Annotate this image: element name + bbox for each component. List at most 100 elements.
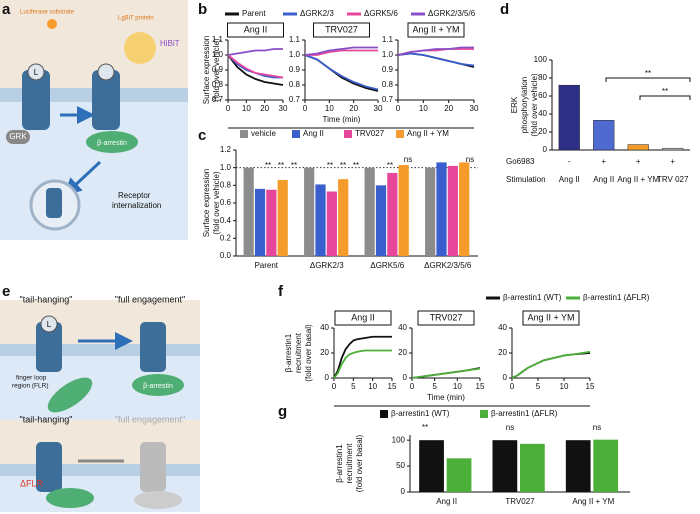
bar <box>459 162 470 256</box>
series-line <box>227 48 283 56</box>
y-tick-label: 0.9 <box>289 65 301 74</box>
row-label: Stimulation <box>506 175 546 184</box>
legend-swatch <box>344 130 352 138</box>
series-line <box>411 367 481 379</box>
legend-label: TRV027 <box>355 129 385 138</box>
ligand <box>97 63 115 81</box>
x-tick-label: 5 <box>351 382 356 391</box>
y-tick-label: 0.4 <box>220 216 232 225</box>
y-tick-label: 0 <box>401 487 406 496</box>
x-tick-label: ΔGRK2/3 <box>310 261 344 270</box>
panel-letter: b <box>198 1 207 18</box>
x-tick-label: 15 <box>388 382 397 391</box>
receptor <box>140 442 166 492</box>
panel-letter: g <box>278 403 287 420</box>
significance: ** <box>340 161 346 170</box>
series-line <box>304 54 379 91</box>
ligand <box>27 63 45 81</box>
y-tick-label: 0.8 <box>220 180 232 189</box>
dflr-label: ΔFLR <box>20 478 44 488</box>
bar <box>492 440 518 492</box>
x-tick-label: 5 <box>432 382 437 391</box>
x-tick-label: ΔGRK5/6 <box>370 261 404 270</box>
internalization-label: internalization <box>112 201 161 210</box>
y-tick-label: 40 <box>320 323 329 332</box>
y-tick-label: 50 <box>396 461 405 470</box>
x-tick-label: 10 <box>419 104 428 113</box>
series-line <box>305 49 378 56</box>
y-tick-label: 0.8 <box>382 80 394 89</box>
x-tick-label: 30 <box>279 104 288 113</box>
x-tick-label: 0 <box>510 382 515 391</box>
y-tick-label: 60 <box>538 91 547 100</box>
row-value: - <box>568 157 571 166</box>
subplot-title-box <box>313 22 370 38</box>
receptor <box>22 70 50 130</box>
legend-swatch <box>380 410 388 418</box>
x-tick-label: 5 <box>536 382 541 391</box>
subplot-title: Ang II + YM <box>527 312 574 322</box>
x-tick-label: 20 <box>260 104 269 113</box>
subplot-title: Ang II + YM <box>412 24 459 34</box>
y-tick-label: 1.0 <box>220 163 232 172</box>
y-tick-label: 0 <box>403 373 408 382</box>
bar <box>387 172 398 256</box>
legend-label: ΔGRK2/3/5/6 <box>428 9 476 18</box>
ligand-label: L <box>34 68 39 77</box>
series-line <box>397 52 475 67</box>
row-value: Ang II <box>559 175 580 184</box>
extracellular <box>0 300 200 344</box>
significance: ** <box>353 161 359 170</box>
y-tick-label: 80 <box>538 73 547 82</box>
significance: ** <box>327 161 333 170</box>
legend-label: Ang II + YM <box>407 129 449 138</box>
y-axis-label: phosphorylation <box>520 77 529 133</box>
significance: ** <box>278 161 284 170</box>
bar <box>593 120 615 151</box>
series-line <box>333 335 392 379</box>
bar <box>315 184 326 256</box>
row-value: + <box>670 157 675 166</box>
bar <box>398 165 409 256</box>
x-tick-label: ΔGRK2/3/5/6 <box>424 261 472 270</box>
hibit-label: HiBiT <box>160 39 180 48</box>
bar <box>627 144 649 151</box>
y-tick-label: 1.0 <box>289 50 301 59</box>
bar <box>277 180 288 256</box>
bar <box>565 440 591 492</box>
bar <box>375 185 387 256</box>
y-axis-label: (fold over vehicle) <box>530 73 539 136</box>
panel-letter: d <box>500 1 509 18</box>
y-axis-label: (fold over basal) <box>304 324 313 382</box>
legend-swatch <box>292 130 300 138</box>
row-value: TRV 027 <box>657 175 689 184</box>
row-value: + <box>601 157 606 166</box>
legend-label: Ang II <box>303 129 324 138</box>
legend-label: ΔGRK5/6 <box>364 9 398 18</box>
substrate-label: Luciferase substrate <box>20 10 75 16</box>
significance: ** <box>387 161 393 170</box>
substrate-dot <box>47 19 57 29</box>
bar <box>254 188 266 256</box>
bar <box>593 439 619 492</box>
y-tick-label: 0 <box>543 145 548 154</box>
row-value: + <box>636 157 641 166</box>
arrestin-label: β-arrestin <box>143 383 173 390</box>
bar <box>266 189 277 256</box>
arrow <box>63 160 102 197</box>
x-tick-label: 0 <box>303 104 308 113</box>
legend-label: ΔGRK2/3 <box>300 9 334 18</box>
diagram-e: "tail-hanging" "full engagement" L β-arr… <box>0 294 200 512</box>
significance: ns <box>593 423 601 432</box>
significance: ns <box>404 155 412 164</box>
receptor <box>36 442 62 492</box>
x-tick-label: 10 <box>560 382 569 391</box>
y-axis-label: β-arrestin1 <box>335 444 344 483</box>
y-tick-label: 0.8 <box>212 80 224 89</box>
grk-label: GRK <box>9 132 27 141</box>
significance: ** <box>265 161 271 170</box>
subplot-title: TRV027 <box>430 312 463 322</box>
significance: ns <box>466 155 474 164</box>
x-tick-label: 10 <box>242 104 251 113</box>
series-line <box>333 349 392 379</box>
